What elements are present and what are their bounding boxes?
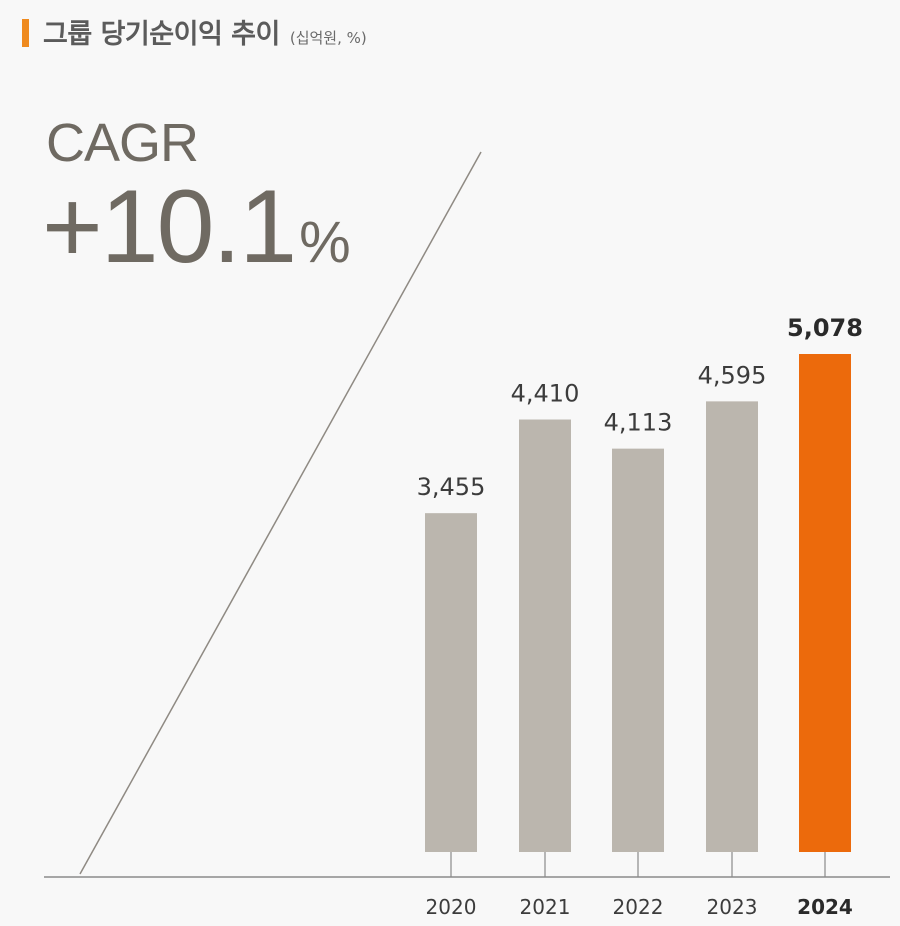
- x-tick-label-2020: 2020: [426, 895, 477, 919]
- value-label-2020: 3,455: [417, 473, 486, 501]
- bar-2021: [519, 419, 571, 852]
- title-accent-bar: [22, 19, 29, 47]
- value-label-2021: 4,410: [511, 380, 580, 408]
- bar-2023: [706, 401, 758, 852]
- growth-diagonal-line: [79, 151, 482, 875]
- x-tick-label-2021: 2021: [520, 895, 571, 919]
- x-tick-label-2024: 2024: [797, 895, 853, 919]
- bar-2024: [799, 354, 851, 852]
- cagr-label: CAGR: [46, 113, 199, 173]
- value-label-2024: 5,078: [787, 314, 863, 342]
- chart-unit: (십억원, %): [289, 29, 367, 47]
- x-tick-label-2023: 2023: [707, 895, 758, 919]
- cagr-percent-sign: %: [299, 210, 351, 275]
- value-label-2023: 4,595: [698, 361, 767, 389]
- bar-2022: [612, 448, 664, 852]
- cagr-value-group: +10.1%: [42, 168, 351, 287]
- chart-title: 그룹 당기순이익 추이: [43, 19, 280, 50]
- x-tick-label-2022: 2022: [613, 895, 664, 919]
- cagr-value: +10.1: [42, 169, 297, 285]
- value-label-2022: 4,113: [604, 409, 673, 437]
- bars-group: 3,455 2020 4,410 2021 4,113 2022 4,595 2023 5,07…: [417, 314, 863, 919]
- bar-2020: [425, 513, 477, 852]
- chart-header: 그룹 당기순이익 추이 (십억원, %): [22, 12, 367, 51]
